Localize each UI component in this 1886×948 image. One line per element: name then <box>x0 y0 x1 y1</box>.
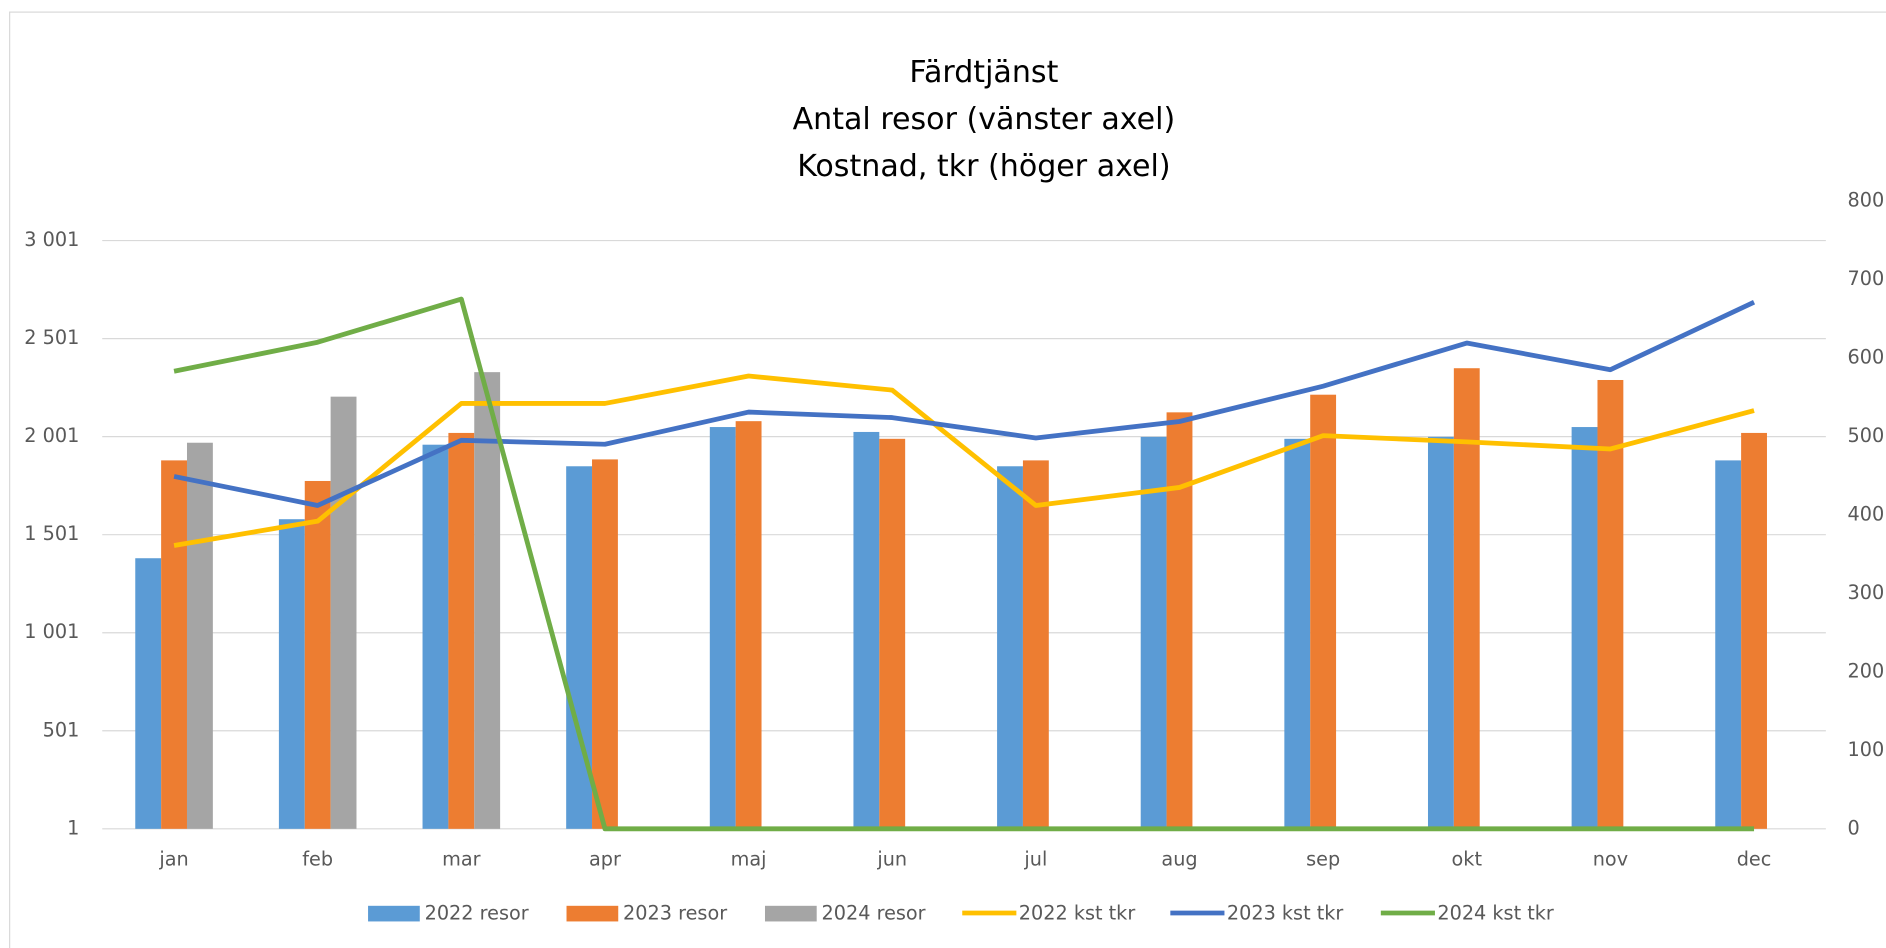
bar <box>1427 436 1454 829</box>
bar <box>879 438 906 829</box>
x-tick-label: jan <box>158 848 188 871</box>
y2-tick-label: 100 <box>1848 738 1885 761</box>
bar <box>1715 460 1742 829</box>
bar <box>304 480 331 829</box>
y2-tick-label: 700 <box>1848 267 1885 290</box>
x-tick-label: aug <box>1161 848 1197 871</box>
chart-title: Kostnad, tkr (höger axel) <box>797 149 1170 184</box>
x-tick-label: jul <box>1023 848 1047 871</box>
x-tick-label: dec <box>1737 848 1772 871</box>
legend-label: 2023 resor <box>623 902 727 925</box>
legend-label: 2022 kst tkr <box>1019 902 1136 925</box>
y-tick-label: 3 001 <box>24 228 79 251</box>
y-tick-label: 2 501 <box>24 326 79 349</box>
bar <box>1597 379 1624 829</box>
bar <box>1453 368 1480 829</box>
y-tick-label: 1 001 <box>24 620 79 643</box>
bar <box>330 396 357 829</box>
bar <box>448 432 475 829</box>
legend-label: 2024 kst tkr <box>1437 902 1554 925</box>
bar <box>422 444 449 829</box>
bar <box>1284 438 1311 829</box>
x-tick-label: maj <box>731 848 767 871</box>
legend-swatch <box>368 905 420 922</box>
y2-tick-label: 300 <box>1848 581 1885 604</box>
bar <box>853 431 880 829</box>
bar <box>474 372 501 829</box>
bar <box>1022 460 1049 829</box>
legend-label: 2023 kst tkr <box>1227 902 1344 925</box>
bar <box>1140 436 1167 829</box>
x-tick-label: feb <box>302 848 333 871</box>
legend-label: 2024 resor <box>822 902 926 925</box>
y-tick-label: 501 <box>43 718 80 741</box>
bar <box>1571 427 1598 829</box>
y2-tick-label: 200 <box>1848 659 1885 682</box>
y-tick-label: 1 <box>67 816 79 839</box>
line <box>173 300 1756 508</box>
bar <box>709 427 736 829</box>
x-tick-label: jun <box>876 848 907 871</box>
chart-title: Antal resor (vänster axel) <box>793 102 1176 137</box>
x-tick-label: nov <box>1593 848 1628 871</box>
bar <box>592 459 618 829</box>
x-tick-label: okt <box>1452 848 1483 871</box>
line <box>173 373 1755 548</box>
chart-title: Färdtjänst <box>909 55 1058 90</box>
x-tick-label: apr <box>589 848 621 871</box>
y2-tick-label: 400 <box>1848 502 1885 525</box>
legend-swatch <box>764 905 817 922</box>
bar <box>1741 432 1767 829</box>
bar <box>278 519 305 829</box>
line <box>173 296 1755 832</box>
y2-tick-label: 800 <box>1848 188 1885 211</box>
legend-swatch <box>566 905 619 922</box>
y-tick-label: 1 501 <box>24 522 79 545</box>
bar <box>997 466 1023 829</box>
x-tick-label: mar <box>442 848 481 871</box>
y2-tick-label: 600 <box>1848 345 1885 368</box>
y-tick-label: 2 001 <box>24 424 79 447</box>
legend-label: 2022 resor <box>425 902 529 925</box>
x-tick-label: sep <box>1306 848 1340 871</box>
bar <box>1310 394 1337 829</box>
y2-tick-label: 500 <box>1848 424 1885 447</box>
y2-tick-label: 0 <box>1848 816 1860 839</box>
bar <box>1166 412 1193 829</box>
bar <box>161 460 187 829</box>
bar <box>186 442 213 829</box>
bar <box>135 558 162 829</box>
bar <box>735 421 762 829</box>
